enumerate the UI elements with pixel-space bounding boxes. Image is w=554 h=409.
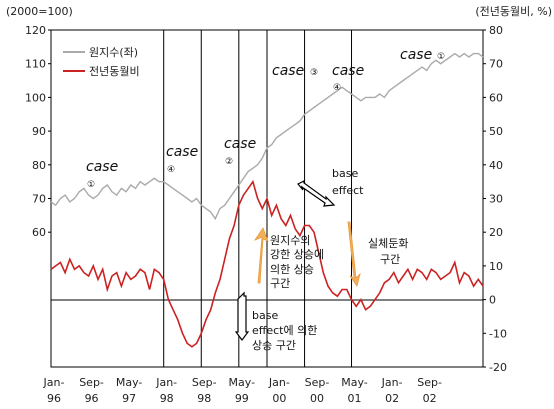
right-tick-label: 10: [489, 260, 503, 273]
vertical-double-arrow-icon: [234, 291, 250, 341]
x-tick-label-bottom: 96: [85, 392, 99, 405]
right-tick-label: 40: [489, 159, 503, 172]
x-tick-label-bottom: 96: [47, 392, 61, 405]
svg-text:③: ③: [310, 68, 318, 78]
x-axis: Jan- 96 Sep- 96 May- 97 Jan- 98 Sep- 98 May- 99 Jan-…: [43, 376, 443, 405]
svg-text:구간: 구간: [270, 277, 290, 290]
x-tick-label-top: Jan-: [381, 376, 403, 389]
svg-text:④: ④: [167, 165, 175, 175]
svg-text:effect에 의한: effect에 의한: [252, 324, 317, 337]
svg-text:case: case: [272, 63, 304, 79]
left-tick-label: 100: [25, 91, 46, 104]
left-tick-label: 120: [25, 24, 46, 37]
right-tick-label: 50: [489, 125, 503, 138]
svg-text:원지수의: 원지수의: [270, 234, 310, 247]
left-axis: 60 70 80 90 100 110 120: [25, 24, 51, 239]
svg-text:실체둔화: 실체둔화: [368, 237, 408, 250]
legend-label-yoy: 전년동월비: [89, 65, 140, 78]
x-tick-label-bottom: 98: [160, 392, 174, 405]
x-tick-label-top: May-: [229, 376, 256, 389]
right-tick-label: 30: [489, 193, 503, 206]
orange-arrow-right-icon: [347, 221, 361, 287]
right-axis: -20 -10 0 10 20 30 40 50 60 70 80: [483, 24, 507, 374]
x-tick-label-top: May-: [341, 376, 368, 389]
right-tick-label: 0: [489, 294, 496, 307]
orange-arrow-left-icon: [253, 227, 269, 284]
x-tick-label-top: Sep-: [79, 376, 104, 389]
annotation-decline: 실체둔화 구간: [368, 237, 408, 266]
svg-text:case: case: [400, 47, 432, 63]
series-line-yoy: [50, 179, 484, 348]
x-tick-label-top: May-: [116, 376, 143, 389]
double-arrow-icon: [297, 180, 336, 207]
left-tick-label: 80: [32, 159, 46, 172]
svg-text:②: ②: [225, 157, 233, 167]
x-tick-label-bottom: 02: [385, 392, 399, 405]
svg-text:base: base: [332, 167, 358, 180]
x-tick-label-bottom: 00: [310, 392, 324, 405]
x-tick-label-bottom: 99: [235, 392, 249, 405]
x-tick-label-bottom: 01: [348, 392, 362, 405]
case-marker-2: case ④: [166, 144, 198, 175]
legend-label-index: 원지수(좌): [89, 46, 138, 59]
x-tick-label-bottom: 02: [423, 392, 437, 405]
case-marker-1: case ①: [86, 159, 118, 190]
x-tick-label-top: Sep-: [305, 376, 330, 389]
annotation-rise: 원지수의 강한 상승에 의한 상승 구간: [253, 221, 361, 290]
x-tick-label-top: Jan-: [43, 376, 65, 389]
svg-text:case: case: [86, 159, 118, 175]
left-tick-label: 70: [32, 193, 46, 206]
x-tick-label-bottom: 97: [122, 392, 136, 405]
svg-text:상승 구간: 상승 구간: [252, 339, 296, 352]
x-tick-label-bottom: 98: [197, 392, 211, 405]
svg-text:①: ①: [87, 180, 95, 190]
svg-text:④: ④: [333, 83, 341, 93]
x-tick-label-top: Sep-: [417, 376, 442, 389]
svg-text:case: case: [166, 144, 198, 160]
right-tick-label: 60: [489, 91, 503, 104]
right-tick-label: -10: [489, 327, 507, 340]
case-marker-4: case ③: [272, 63, 318, 79]
svg-text:effect: effect: [332, 184, 364, 197]
left-axis-unit: (2000=100): [6, 5, 73, 18]
left-tick-label: 110: [25, 58, 46, 71]
svg-text:case: case: [224, 136, 256, 152]
annotation-base-effect-bottom: base effect에 의한 상승 구간: [234, 291, 317, 352]
right-axis-unit: (전년동월비, %): [475, 5, 552, 18]
svg-text:의한 상승: 의한 상승: [270, 263, 314, 276]
legend: 원지수(좌) 전년동월비: [63, 46, 140, 78]
right-tick-label: 80: [489, 24, 503, 37]
svg-text:강한 상승에: 강한 상승에: [270, 248, 324, 261]
svg-text:case: case: [332, 63, 364, 79]
case-marker-3: case ②: [224, 136, 256, 167]
right-tick-label: 20: [489, 226, 503, 239]
x-tick-label-top: Jan-: [155, 376, 177, 389]
left-tick-label: 60: [32, 226, 46, 239]
right-tick-label: 70: [489, 58, 503, 71]
x-tick-label-top: Jan-: [268, 376, 290, 389]
x-tick-label-bottom: 00: [272, 392, 286, 405]
x-tick-label-top: Sep-: [192, 376, 217, 389]
case-marker-5: case ④: [332, 63, 364, 93]
annotation-base-effect-top: base effect: [297, 167, 364, 207]
left-tick-label: 90: [32, 125, 46, 138]
case-marker-6: case ①: [400, 47, 445, 63]
series-line-index: [50, 52, 484, 221]
svg-text:①: ①: [437, 52, 445, 62]
svg-text:구간: 구간: [380, 253, 400, 266]
right-tick-label: -20: [489, 361, 507, 374]
svg-text:base: base: [252, 309, 278, 322]
